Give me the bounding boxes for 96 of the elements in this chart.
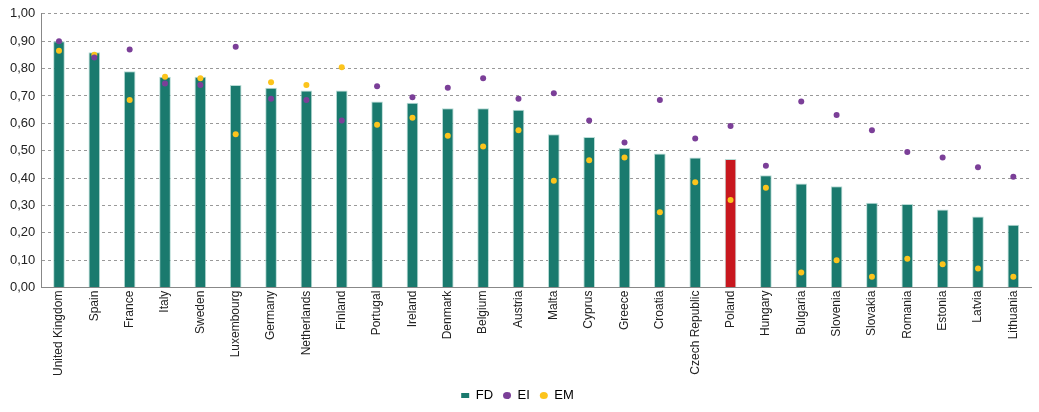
y-tick-label: 0,10	[9, 251, 36, 267]
point	[586, 157, 593, 164]
point	[268, 95, 275, 102]
x-tick-label: Italy	[157, 290, 172, 313]
y-tick-label: 0,50	[9, 142, 36, 158]
point	[798, 269, 805, 276]
point	[232, 131, 239, 138]
x-tick-label: Germany	[263, 290, 278, 340]
x-tick-label: Romania	[899, 290, 914, 339]
x-tick-label: Slovenia	[828, 290, 843, 337]
point	[232, 43, 239, 50]
point	[904, 149, 911, 156]
point	[621, 139, 628, 146]
point	[444, 132, 451, 139]
y-tick-label: 1,00	[9, 5, 36, 21]
point	[480, 143, 487, 150]
x-tick-label: Hungary	[758, 290, 773, 336]
point	[727, 123, 734, 130]
x-tick-label: Netherlands	[298, 290, 313, 356]
x-tick-label: Estonia	[934, 290, 949, 331]
point	[798, 98, 805, 105]
x-tick-label: Spain	[86, 290, 101, 322]
point	[974, 164, 981, 171]
y-tick-label: 0,00	[9, 279, 36, 295]
x-tick-label: Slovakia	[864, 290, 879, 336]
x-tick-label: Ireland	[404, 290, 419, 328]
point	[656, 97, 663, 104]
point	[550, 177, 557, 184]
point	[939, 261, 946, 268]
point	[1010, 273, 1017, 280]
point	[727, 197, 734, 203]
point	[868, 127, 875, 134]
x-tick-label: Malta	[546, 290, 561, 320]
point	[550, 90, 557, 97]
x-tick-label: United Kingdom	[51, 290, 66, 377]
point	[374, 121, 381, 128]
point	[55, 47, 62, 54]
x-tick-label: Sweden	[192, 290, 207, 334]
point	[303, 81, 310, 88]
y-tick-label: 0,30	[9, 197, 36, 213]
point	[55, 38, 62, 45]
point	[939, 154, 946, 161]
point	[656, 209, 663, 216]
x-tick-label: France	[121, 290, 136, 328]
x-tick-label: Portugal	[369, 290, 384, 336]
point	[409, 94, 416, 101]
point	[762, 162, 769, 169]
x-tick-label: Latvia	[970, 290, 985, 323]
legend-label: EM	[554, 387, 574, 403]
x-tick-label: Cyprus	[581, 290, 596, 329]
point	[974, 265, 981, 272]
x-tick-label: Czech Republic	[687, 290, 702, 375]
point	[480, 75, 487, 82]
y-tick-label: 0,70	[9, 87, 36, 103]
point	[444, 84, 451, 91]
point	[126, 46, 133, 53]
point	[868, 273, 875, 280]
x-tick-label: Luxembourg	[228, 290, 243, 358]
point	[833, 257, 840, 264]
y-tick-label: 0,40	[9, 169, 36, 185]
legend-label: EI	[517, 387, 530, 403]
y-tick-label: 0,90	[9, 32, 36, 48]
point	[268, 79, 275, 86]
x-tick-label: Poland	[722, 290, 737, 328]
x-tick-label: Croatia	[652, 290, 667, 330]
x-tick-label: Austria	[510, 290, 525, 328]
y-tick-label: 0,20	[9, 224, 36, 240]
y-tick-label: 0,60	[9, 114, 36, 130]
point	[762, 184, 769, 191]
point	[374, 83, 381, 90]
point	[1010, 173, 1017, 180]
point	[162, 80, 169, 87]
point	[162, 73, 169, 80]
point	[409, 114, 416, 121]
x-tick-label: Finland	[334, 290, 349, 330]
point	[621, 154, 628, 161]
point	[515, 95, 522, 102]
point	[586, 117, 593, 124]
point	[303, 97, 310, 104]
point	[197, 81, 204, 88]
y-tick-label: 0,80	[9, 60, 36, 76]
x-tick-label: Greece	[616, 290, 631, 330]
point	[126, 97, 133, 104]
point	[338, 64, 345, 71]
point	[515, 127, 522, 134]
point	[338, 117, 345, 124]
x-tick-label: Lithuania	[1005, 290, 1020, 340]
point	[904, 255, 911, 262]
point	[197, 75, 204, 82]
point	[833, 112, 840, 119]
x-tick-label: Denmark	[440, 289, 455, 340]
legend-label: FD	[475, 387, 494, 403]
x-tick-label: Bulgaria	[793, 290, 808, 335]
x-tick-label: Belgium	[475, 290, 490, 334]
point	[692, 179, 699, 186]
point	[692, 135, 699, 142]
